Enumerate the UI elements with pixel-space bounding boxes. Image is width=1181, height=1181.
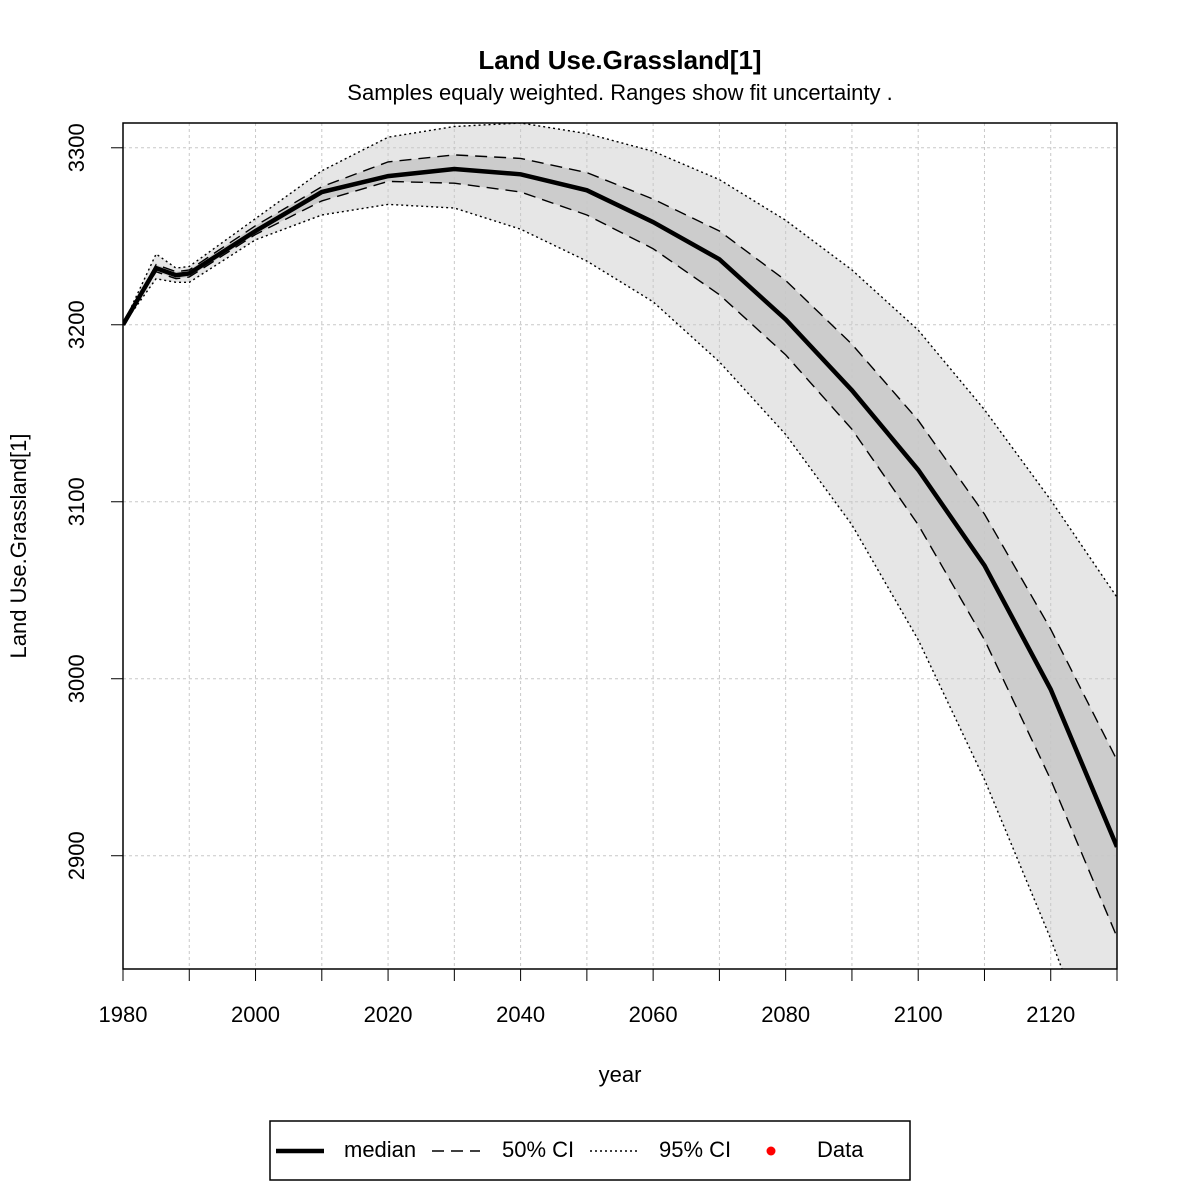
y-tick-label: 3200 <box>64 300 89 349</box>
chart-subtitle: Samples equaly weighted. Ranges show fit… <box>347 80 892 105</box>
legend-swatch <box>766 1146 776 1156</box>
legend-label: Data <box>817 1137 864 1162</box>
ci-line <box>123 123 1117 598</box>
x-tick-label: 2120 <box>1026 1002 1075 1027</box>
y-axis-title: Land Use.Grassland[1] <box>6 433 31 658</box>
x-tick-label: 2080 <box>761 1002 810 1027</box>
x-tick-label: 1980 <box>99 1002 148 1027</box>
grid <box>122 123 1118 969</box>
axes: 1980 2000 2020 2040 2060 2080 2100 2120 2900 3000… <box>64 123 1118 1027</box>
legend-label: median <box>344 1137 416 1162</box>
y-tick-label: 3300 <box>64 123 89 172</box>
legend-label: 50% CI <box>502 1137 574 1162</box>
bands <box>123 123 1117 969</box>
chart-title: Land Use.Grassland[1] <box>478 45 761 75</box>
y-tick-label: 3000 <box>64 654 89 703</box>
plot-frame <box>122 122 1118 970</box>
x-tick-label: 2060 <box>629 1002 678 1027</box>
x-tick-label: 2020 <box>364 1002 413 1027</box>
x-axis-title: year <box>599 1062 642 1087</box>
ci-line <box>123 154 1117 761</box>
x-tick-label: 2000 <box>231 1002 280 1027</box>
x-tick-label: 2100 <box>894 1002 943 1027</box>
legend-label: 95% CI <box>659 1137 731 1162</box>
median-line <box>123 166 1117 848</box>
legend-box <box>269 1120 911 1181</box>
lines <box>123 123 1117 969</box>
y-tick-label: 3100 <box>64 477 89 526</box>
ci-band <box>123 123 1117 969</box>
legend: median 50% CI 95% CI Data <box>276 1137 864 1162</box>
y-tick-label: 2900 <box>64 831 89 880</box>
x-tick-label: 2040 <box>496 1002 545 1027</box>
